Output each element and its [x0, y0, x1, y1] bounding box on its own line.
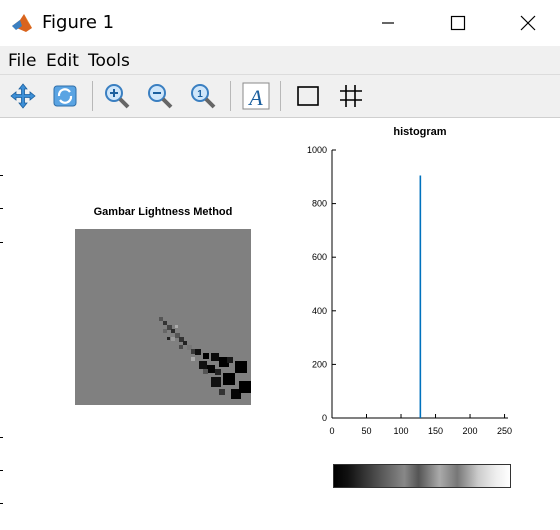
image-pixel — [211, 377, 221, 387]
y-tick-label: 600 — [312, 252, 327, 262]
rectangle-button[interactable] — [291, 79, 325, 113]
edge-tick — [0, 208, 3, 209]
window-titlebar: Figure 1 — [0, 0, 560, 46]
histogram-title: histogram — [393, 126, 447, 138]
menu-bar: File Edit Tools — [0, 46, 560, 75]
x-tick-label: 50 — [362, 426, 372, 436]
toolbar-separator — [280, 81, 281, 111]
minimize-icon — [382, 22, 394, 24]
image-pixel — [223, 373, 235, 385]
window-title: Figure 1 — [42, 12, 115, 33]
y-tick-label: 800 — [312, 199, 327, 209]
matlab-icon — [12, 14, 32, 32]
image-pixel — [175, 325, 178, 328]
histogram-chart[interactable]: 0 200 400 600 800 1000 0 50 100 150 200 250 — [300, 140, 540, 440]
y-tick-label: 200 — [312, 359, 327, 369]
image-pixel — [179, 337, 184, 342]
edge-tick — [0, 437, 3, 438]
rotate-3d-icon — [53, 85, 77, 107]
zoom-reset-button[interactable]: 1 — [186, 79, 220, 113]
zoom-in-button[interactable] — [100, 79, 134, 113]
toolbar-separator — [230, 81, 231, 111]
image-pixel — [211, 353, 219, 361]
image-pixel — [219, 389, 225, 395]
close-button[interactable] — [493, 0, 560, 46]
menu-edit[interactable]: Edit — [46, 51, 79, 71]
maximize-button[interactable] — [423, 0, 493, 46]
grid-icon — [340, 85, 362, 107]
image-pixel — [231, 389, 241, 399]
y-tick-label: 400 — [312, 306, 327, 316]
x-tick-label: 100 — [394, 426, 409, 436]
insert-text-icon: A — [242, 82, 270, 110]
image-pixel — [207, 365, 215, 373]
image-pixel — [179, 345, 183, 349]
insert-text-button[interactable]: A — [239, 79, 273, 113]
edge-tick — [0, 242, 3, 243]
svg-text:A: A — [247, 85, 263, 110]
image-pixel — [163, 329, 167, 333]
image-pixel — [167, 337, 170, 340]
image-pixel — [163, 321, 167, 325]
edge-tick — [0, 503, 3, 504]
y-tick-label: 0 — [322, 413, 327, 423]
image-pixel — [239, 381, 251, 393]
svg-text:1: 1 — [197, 89, 203, 100]
x-tick-label: 0 — [329, 426, 334, 436]
image-pixel — [187, 345, 192, 350]
zoom-in-icon — [105, 84, 130, 109]
image-pixel — [167, 325, 172, 330]
image-pixel — [183, 341, 187, 345]
image-axes-title: Gambar Lightness Method — [93, 206, 233, 218]
pan-button[interactable] — [6, 79, 40, 113]
zoom-out-button[interactable] — [143, 79, 177, 113]
toolbar-separator — [92, 81, 93, 111]
close-icon — [520, 15, 536, 31]
image-pixel — [171, 329, 175, 333]
image-pixel — [203, 369, 208, 374]
grayscale-image[interactable] — [75, 229, 251, 405]
menu-file[interactable]: File — [8, 51, 37, 71]
image-pixel — [227, 357, 233, 363]
edge-tick — [0, 175, 3, 176]
menu-tools[interactable]: Tools — [88, 51, 130, 71]
image-pixel — [199, 361, 207, 369]
image-pixel — [203, 353, 209, 359]
image-pixel — [215, 369, 221, 375]
image-pixel — [235, 361, 247, 373]
x-tick-label: 200 — [463, 426, 478, 436]
zoom-out-icon — [148, 84, 173, 109]
x-tick-label: 250 — [497, 426, 512, 436]
image-pixel — [191, 349, 196, 354]
edge-tick — [0, 470, 3, 471]
grid-button[interactable] — [334, 79, 368, 113]
pan-icon — [10, 83, 36, 109]
maximize-icon — [450, 15, 466, 31]
minimize-button[interactable] — [353, 0, 423, 46]
x-tick-label: 150 — [428, 426, 443, 436]
rectangle-icon — [297, 86, 319, 106]
image-pixel — [219, 357, 229, 367]
figure-toolbar: 1 A — [0, 75, 560, 118]
zoom-reset-icon: 1 — [191, 84, 216, 109]
image-pixel — [171, 337, 175, 341]
image-pixel — [175, 333, 180, 338]
y-tick-label: 1000 — [307, 145, 327, 155]
rotate-button[interactable] — [48, 79, 82, 113]
colorbar — [333, 464, 511, 488]
image-pixel — [159, 317, 163, 321]
image-pixel — [195, 349, 201, 355]
image-pixel — [191, 357, 195, 361]
